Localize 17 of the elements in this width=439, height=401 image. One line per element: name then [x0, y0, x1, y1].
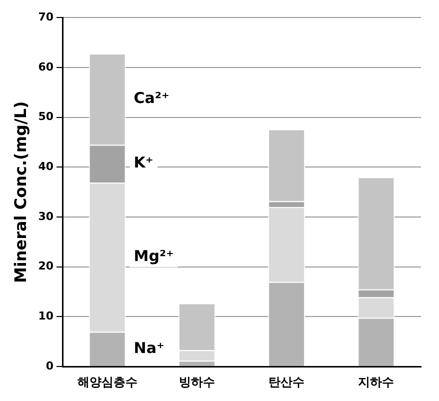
y-tick-label: 30	[38, 210, 54, 223]
x-tick-label: 빙하수	[178, 374, 215, 389]
y-tick-label: 60	[38, 60, 54, 74]
x-tick-label: 해양심층수	[77, 374, 138, 389]
y-tick-label: 0	[46, 359, 54, 372]
y-tick-label: 40	[38, 160, 54, 174]
x-tick-label: 탄산수	[268, 374, 305, 389]
y-tick-label: 70	[38, 10, 54, 24]
x-tick-label: 지하수	[358, 374, 394, 389]
series-label: Mg²⁺	[134, 247, 174, 266]
y-axis-title: Mineral Conc.(mg/L)	[10, 101, 30, 284]
series-label: Ca²⁺	[134, 89, 170, 108]
y-tick-label: 50	[38, 110, 54, 124]
y-tick-label: 10	[38, 310, 54, 323]
series-label: Na⁺	[134, 338, 164, 357]
y-tick-label: 20	[38, 260, 54, 273]
series-label: K⁺	[134, 154, 154, 172]
